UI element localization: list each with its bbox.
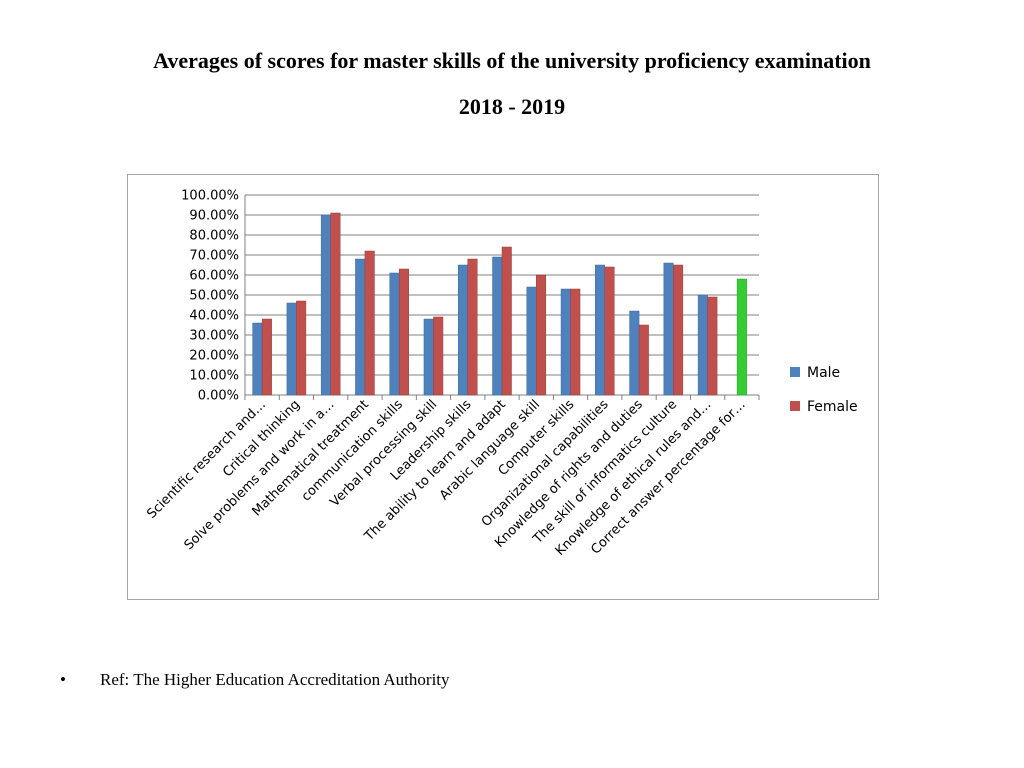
female-bar: [604, 266, 615, 396]
female-bar: [570, 288, 581, 396]
male-bar: [286, 302, 297, 396]
female-bar: [467, 258, 478, 396]
female-bar: [433, 316, 444, 396]
chart-title: Averages of scores for master skills of …: [153, 48, 871, 73]
male-bar: [526, 286, 537, 396]
male-legend-label: Male: [807, 365, 840, 381]
y-tick-label: 70.00%: [189, 249, 239, 264]
male-bar: [663, 262, 674, 396]
female-bar: [638, 324, 649, 396]
bar-chart: 0.00% 10.00% 20.00% 30.00% 40.00% 50.00% 60.00…: [144, 189, 858, 559]
male-legend-swatch: [790, 367, 800, 377]
correct-answer-bar: [736, 278, 747, 396]
male-bar: [457, 264, 468, 396]
female-bar: [707, 296, 718, 396]
female-bar: [364, 250, 375, 396]
female-bar: [330, 212, 341, 396]
y-tick-label: 90.00%: [189, 209, 239, 224]
y-tick-label: 20.00%: [189, 349, 239, 364]
y-tick-label: 80.00%: [189, 229, 239, 244]
male-bar: [560, 288, 571, 396]
reference-line: • Ref: The Higher Education Accreditation…: [60, 670, 450, 690]
female-bar: [398, 268, 409, 396]
chart-subtitle-years: 2018 - 2019: [458, 94, 566, 119]
female-bar: [673, 264, 684, 396]
male-bar: [423, 318, 434, 396]
male-bar: [320, 214, 331, 396]
chart-frame: 0.00% 10.00% 20.00% 30.00% 40.00% 50.00% 60.00…: [127, 174, 879, 600]
male-bar: [355, 258, 366, 396]
male-bar: [595, 264, 606, 396]
bullet-icon: •: [60, 670, 66, 689]
male-bar: [492, 256, 503, 396]
y-tick-label: 50.00%: [189, 289, 239, 304]
female-legend-swatch: [790, 401, 800, 411]
y-tick-label: 30.00%: [189, 329, 239, 344]
female-legend-label: Female: [807, 399, 858, 415]
male-bar: [697, 294, 708, 396]
male-bar: [629, 310, 640, 396]
y-tick-label: 60.00%: [189, 269, 239, 284]
male-bar: [252, 322, 263, 396]
male-bar: [389, 272, 400, 396]
female-bar: [296, 300, 307, 396]
female-bar: [501, 246, 512, 396]
y-tick-label: 100.00%: [181, 189, 239, 204]
female-bar: [536, 274, 547, 396]
reference-text: Ref: The Higher Education Accreditation …: [100, 670, 450, 689]
y-tick-label: 0.00%: [198, 389, 239, 404]
y-tick-label: 10.00%: [189, 369, 239, 384]
y-tick-label: 40.00%: [189, 309, 239, 324]
female-bar: [261, 318, 272, 396]
x-category-label: Solve problems and work in a…: [182, 397, 338, 553]
